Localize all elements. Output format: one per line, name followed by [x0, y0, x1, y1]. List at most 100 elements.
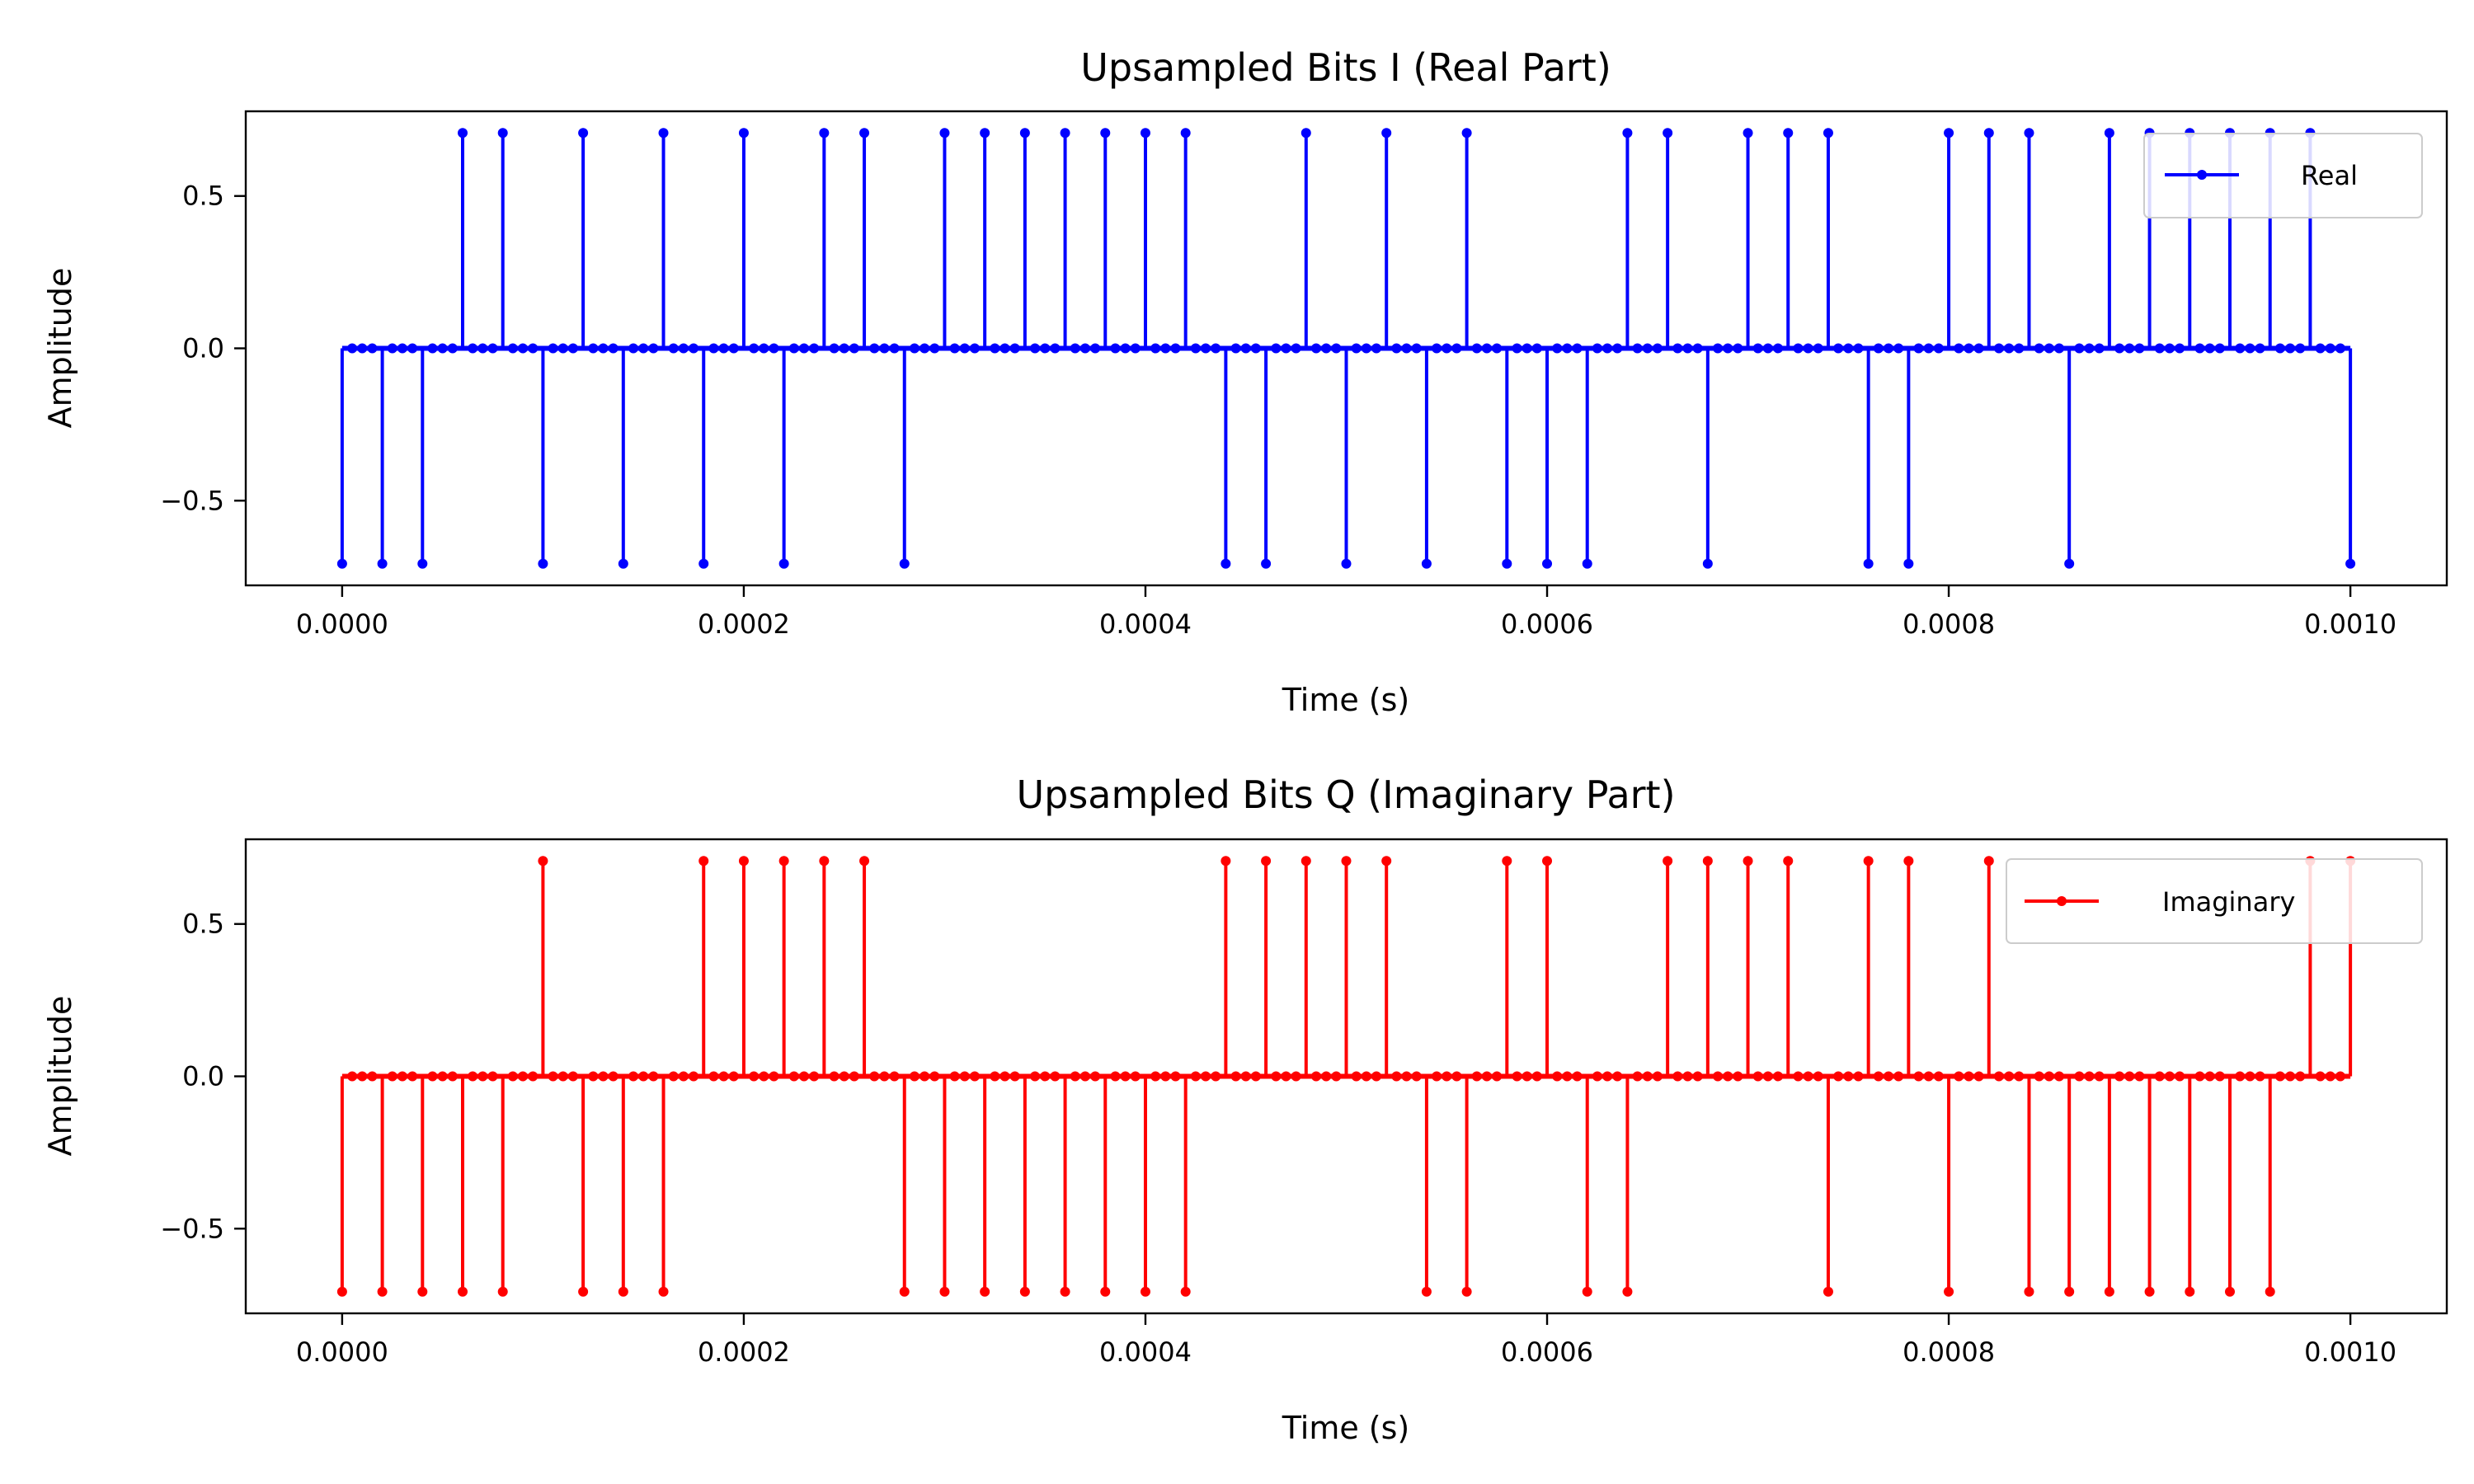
stem-marker: [2194, 344, 2204, 354]
stem-marker: [1884, 344, 1893, 354]
stem-marker: [970, 344, 980, 354]
stem-marker: [1974, 344, 1984, 354]
stem-marker: [1562, 1072, 1572, 1082]
stem-marker: [809, 1072, 819, 1082]
stem-marker: [1030, 1072, 1040, 1082]
stem-marker: [1813, 344, 1823, 354]
stem-marker: [1934, 1072, 1944, 1082]
stem-marker: [1914, 1072, 1924, 1082]
stem-marker: [1241, 1072, 1251, 1082]
stem-marker: [2205, 1072, 2215, 1082]
stem-marker: [1573, 1072, 1583, 1082]
stem-marker: [1291, 1072, 1301, 1082]
stem-marker: [548, 344, 558, 354]
stem-marker: [2114, 344, 2124, 354]
legend-label-real: Real: [2301, 160, 2358, 191]
stem-marker: [1100, 1287, 1110, 1297]
stem-marker: [1813, 1072, 1823, 1082]
stem-marker: [2235, 1072, 2245, 1082]
stem-marker: [1482, 344, 1492, 354]
stem-marker: [1864, 856, 1874, 866]
stem-marker: [1040, 344, 1050, 354]
stem-marker: [407, 344, 417, 354]
stem-marker: [1301, 856, 1311, 866]
stem-marker: [2255, 344, 2265, 354]
x-ticks: 0.0000 0.0002 0.0004 0.0006 0.0008 0.0010: [296, 585, 2396, 640]
x-axis-label: Time (s): [1282, 682, 1410, 718]
stem-marker: [2145, 1287, 2155, 1297]
stem-marker: [840, 344, 849, 354]
stem-marker: [638, 1072, 648, 1082]
stem-marker: [1954, 344, 1964, 354]
x-tick-label: 0.0010: [2304, 1336, 2396, 1368]
chart-real: 0.0000 0.0002 0.0004 0.0006 0.0008 0.0010 −0.…: [42, 45, 2447, 718]
chart-imaginary: 0.0000 0.0002 0.0004 0.0006 0.0008 0.0010 −0.…: [42, 773, 2447, 1446]
stem-marker: [2165, 1072, 2175, 1082]
stem-marker: [1030, 344, 1040, 354]
stem-marker: [1160, 344, 1170, 354]
stem-marker: [2124, 344, 2134, 354]
stem-marker: [698, 856, 708, 866]
stem-marker: [1100, 128, 1110, 138]
stem-marker: [367, 1072, 377, 1082]
stem-marker: [1994, 344, 2004, 354]
stem-marker: [1743, 128, 1753, 138]
stem-marker: [1492, 1072, 1502, 1082]
stem-marker: [2225, 1287, 2235, 1297]
stem-marker: [2215, 344, 2225, 354]
stem-marker: [2024, 1287, 2034, 1297]
x-tick-label: 0.0004: [1099, 608, 1192, 640]
stem-marker: [809, 344, 819, 354]
stem-marker: [1121, 344, 1131, 354]
stem-marker: [1944, 1287, 1954, 1297]
stem-marker: [729, 344, 739, 354]
stem-marker: [1482, 1072, 1492, 1082]
stem-marker: [2004, 1072, 2014, 1082]
stem-marker: [698, 559, 708, 569]
stem-marker: [840, 1072, 849, 1082]
stem-marker: [739, 128, 749, 138]
stem-marker: [1622, 128, 1632, 138]
x-tick-label: 0.0010: [2304, 608, 2396, 640]
stem-marker: [1502, 559, 1512, 569]
stem-marker: [1221, 856, 1230, 866]
stem-marker: [1843, 344, 1853, 354]
y-tick-label: −0.5: [160, 1213, 224, 1244]
stem-marker: [1833, 1072, 1843, 1082]
stem-marker: [879, 1072, 889, 1082]
stem-marker: [1903, 856, 1913, 866]
stem-marker: [1653, 344, 1663, 354]
stem-marker: [1612, 344, 1622, 354]
stem-marker: [980, 128, 990, 138]
stem-marker: [2114, 1072, 2124, 1082]
stem-marker: [1090, 344, 1100, 354]
stem-marker: [1201, 1072, 1211, 1082]
stem-marker: [477, 344, 487, 354]
stem-marker: [1181, 128, 1191, 138]
stem-marker: [518, 344, 528, 354]
stem-marker: [879, 344, 889, 354]
stem-marker: [1141, 1287, 1150, 1297]
stem-marker: [830, 1072, 840, 1082]
stem-marker: [799, 344, 809, 354]
stem-marker: [1010, 344, 1020, 354]
stem-marker: [1944, 128, 1954, 138]
stem-marker: [2345, 559, 2355, 569]
stem-marker: [1331, 1072, 1341, 1082]
stem-marker: [417, 559, 427, 569]
stem-marker: [1672, 344, 1682, 354]
stem-marker: [708, 1072, 718, 1082]
stem-marker: [558, 344, 568, 354]
stem-marker: [679, 1072, 689, 1082]
stem-marker: [477, 1072, 487, 1082]
stem-marker: [1362, 1072, 1371, 1082]
stem-marker: [960, 344, 970, 354]
stem-marker: [1874, 344, 1884, 354]
stem-marker: [1804, 344, 1813, 354]
stem-marker: [1432, 1072, 1442, 1082]
stem-marker: [1583, 559, 1592, 569]
stem-marker: [819, 856, 829, 866]
stem-marker: [1000, 1072, 1010, 1082]
y-tick-label: 0.0: [182, 1061, 224, 1092]
stem-marker: [1141, 128, 1150, 138]
